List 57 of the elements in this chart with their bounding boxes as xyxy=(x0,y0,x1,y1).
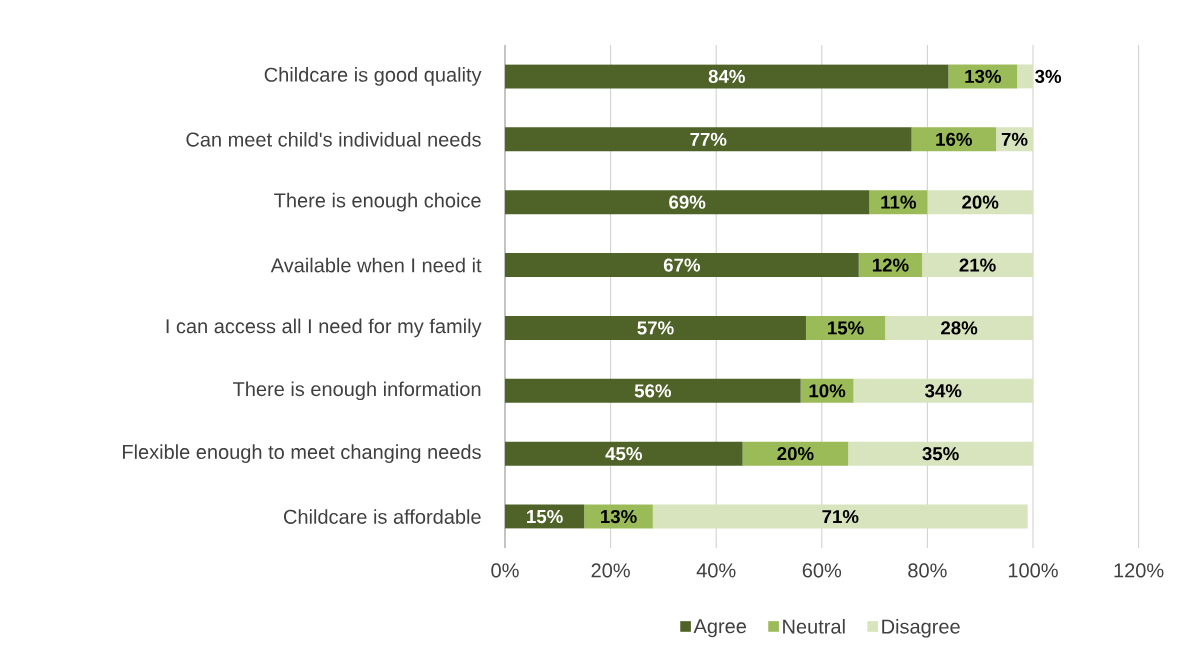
bar xyxy=(1017,64,1033,89)
data-label: 71% xyxy=(822,509,859,524)
data-label: 34% xyxy=(924,384,962,398)
bar xyxy=(927,190,1033,215)
legend-label: Neutral xyxy=(783,618,845,634)
bar xyxy=(885,315,1033,340)
x-tick-label: 60% xyxy=(802,563,842,578)
y-tick-label: Childcare is good quality xyxy=(264,67,482,86)
data-label: 10% xyxy=(809,384,846,398)
legend-label: Agree xyxy=(693,619,747,638)
data-label: 3% xyxy=(1035,69,1062,84)
data-label: 11% xyxy=(881,195,917,209)
bar xyxy=(505,378,801,403)
data-label: 69% xyxy=(669,195,706,209)
y-tick-label: There is enough choice xyxy=(274,192,481,212)
data-label: 12% xyxy=(872,258,909,272)
bar xyxy=(505,253,859,278)
bar xyxy=(652,504,1028,529)
y-tick-label: There is enough information xyxy=(233,381,481,401)
x-tick-label: 20% xyxy=(591,563,630,578)
data-label: 16% xyxy=(936,132,972,146)
x-tick-label: 40% xyxy=(696,563,736,578)
bar xyxy=(853,378,1033,403)
data-label: 28% xyxy=(941,321,978,335)
x-tick-label: 100% xyxy=(1008,563,1058,578)
bar xyxy=(505,127,912,152)
data-label: 45% xyxy=(605,447,642,461)
bar xyxy=(848,441,1033,466)
data-label: 7% xyxy=(1001,132,1028,146)
data-label: 21% xyxy=(959,258,996,272)
bar xyxy=(742,441,849,466)
y-tick-label: Available when I need it xyxy=(270,257,482,273)
y-tick-label: Flexible enough to meet changing needs xyxy=(123,444,481,463)
data-label: 56% xyxy=(634,384,672,398)
data-label: 67% xyxy=(663,258,701,272)
bar xyxy=(505,315,806,340)
y-tick-label: Childcare is affordable xyxy=(284,509,481,524)
bar xyxy=(505,190,870,215)
data-label: 57% xyxy=(637,321,674,335)
data-label: 15% xyxy=(527,509,563,524)
data-label: 20% xyxy=(962,195,999,209)
x-tick-label: 80% xyxy=(908,563,947,578)
bar xyxy=(922,253,1033,278)
x-tick-label: 120% xyxy=(1114,563,1164,578)
data-label: 77% xyxy=(690,132,727,146)
data-label: 13% xyxy=(965,69,1002,84)
x-tick-label: 0% xyxy=(491,563,519,578)
bar xyxy=(505,64,949,89)
bar xyxy=(505,441,743,466)
y-tick-label: Can meet child's individual needs xyxy=(186,131,481,147)
data-label: 35% xyxy=(922,447,959,461)
legend-label: Disagree xyxy=(882,618,960,638)
data-label: 15% xyxy=(828,321,864,335)
data-label: 13% xyxy=(601,509,637,524)
data-label: 20% xyxy=(777,447,814,461)
data-label: 84% xyxy=(708,69,745,84)
y-tick-label: I can access all I need for my family xyxy=(166,318,482,338)
